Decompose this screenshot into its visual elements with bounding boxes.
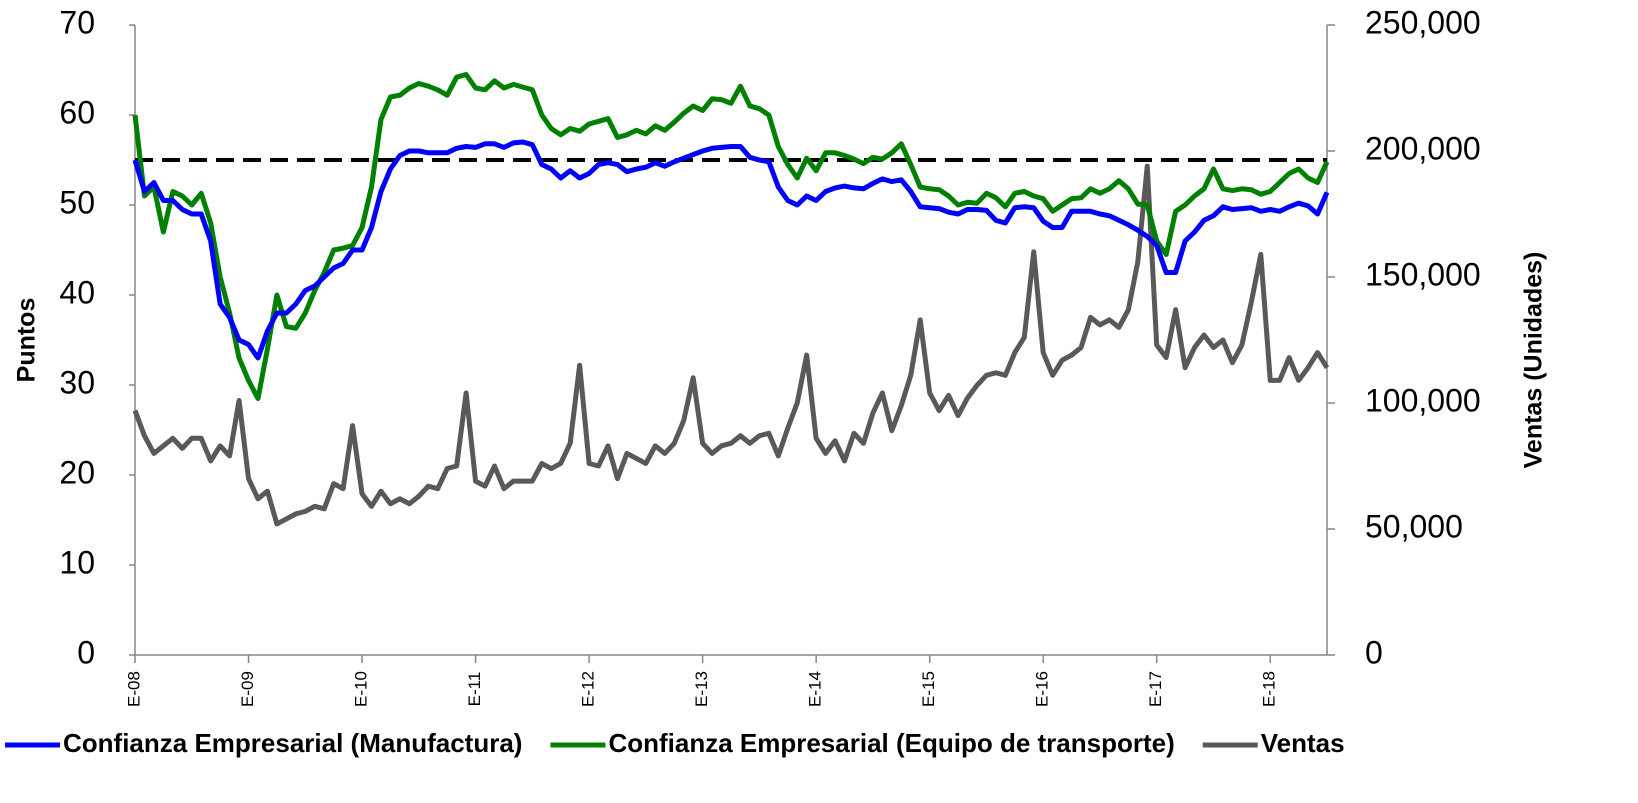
y-tick-label: 70 — [59, 4, 95, 40]
series-line — [132, 163, 1330, 527]
y2-tick-label: 0 — [1365, 634, 1383, 670]
x-tick-label: E-12 — [579, 671, 598, 707]
y2-tick-label: 150,000 — [1365, 256, 1481, 292]
x-tick-label: E-16 — [1033, 671, 1052, 707]
x-tick-label: E-09 — [238, 671, 257, 707]
series-line — [132, 139, 1330, 361]
series-line — [132, 72, 1330, 401]
y2-tick-label: 250,000 — [1365, 4, 1481, 40]
legend-label: Ventas — [1261, 728, 1345, 758]
y-tick-label: 0 — [77, 634, 95, 670]
y2-tick-label: 100,000 — [1365, 382, 1481, 418]
x-tick-label: E-13 — [692, 671, 711, 707]
y-tick-label: 30 — [59, 364, 95, 400]
legend-label: Confianza Empresarial (Equipo de transpo… — [608, 728, 1174, 758]
y2-tick-label: 200,000 — [1365, 130, 1481, 166]
y-tick-label: 10 — [59, 544, 95, 580]
x-tick-label: E-11 — [465, 672, 484, 707]
legend-label: Confianza Empresarial (Manufactura) — [63, 728, 522, 758]
x-tick-label: E-15 — [919, 671, 938, 707]
x-tick-label: E-08 — [124, 671, 143, 707]
x-tick-label: E-18 — [1260, 671, 1279, 707]
x-tick-label: E-10 — [352, 671, 371, 707]
x-tick-label: E-14 — [806, 671, 825, 707]
y-tick-label: 40 — [59, 274, 95, 310]
y-tick-label: 60 — [59, 94, 95, 130]
y2-axis-title: Ventas (Unidades) — [1520, 252, 1548, 469]
y-tick-label: 20 — [59, 454, 95, 490]
y2-tick-label: 50,000 — [1365, 508, 1463, 544]
y-tick-label: 50 — [59, 184, 95, 220]
x-tick-label: E-17 — [1146, 671, 1165, 707]
y-axis-title: Puntos — [13, 298, 41, 383]
